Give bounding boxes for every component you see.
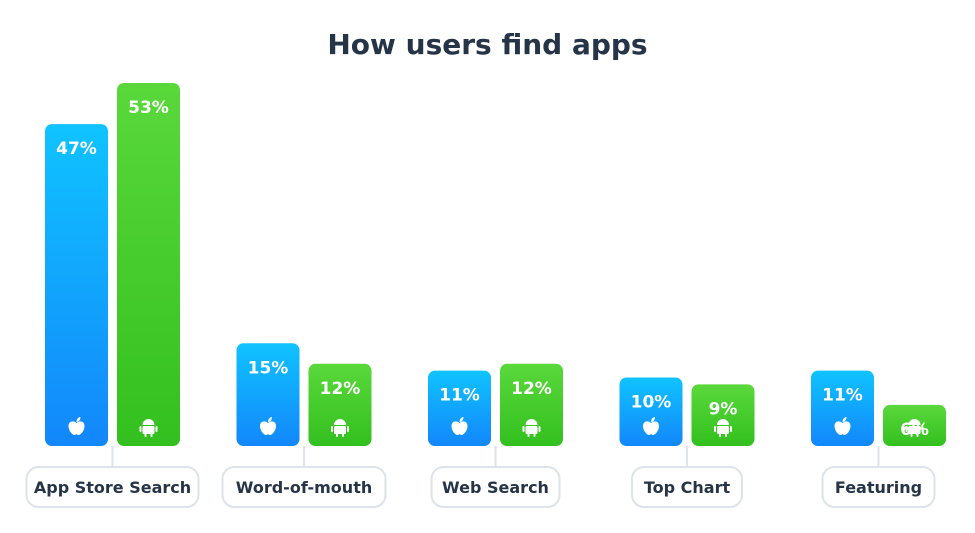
bar — [308, 363, 372, 446]
bars-group: 47%53%15%12%11%12%10%9%11%6% — [45, 83, 946, 447]
category-label: Featuring — [835, 478, 922, 497]
android-icon — [714, 419, 732, 437]
connectors-group — [111, 446, 880, 467]
category-label: App Store Search — [34, 478, 191, 497]
bar — [500, 363, 563, 446]
bar-value-label: 12% — [320, 379, 361, 399]
bar — [236, 343, 300, 446]
category-label: Top Chart — [644, 478, 731, 497]
category-pill — [430, 466, 561, 508]
bar-value-label: 9% — [709, 399, 738, 419]
bar — [45, 124, 108, 447]
bar-value-label: 47% — [56, 139, 97, 159]
bar — [428, 370, 491, 446]
category-pill — [821, 466, 936, 508]
android-icon — [331, 419, 349, 437]
category-pill — [631, 466, 743, 508]
android-icon — [139, 419, 158, 437]
apple-icon — [643, 417, 659, 435]
category-label: Web Search — [442, 478, 549, 497]
category-pill — [25, 466, 200, 508]
bar-value-label: 15% — [248, 358, 289, 378]
android-icon — [905, 419, 924, 437]
bar-value-label: 11% — [822, 386, 863, 406]
category-label: Word-of-mouth — [236, 478, 372, 497]
bar-value-label: 11% — [439, 386, 480, 406]
category-labels-group: App Store Search Word-of-mouth Web Search T… — [25, 466, 936, 508]
apple-icon — [834, 417, 851, 435]
bar — [619, 377, 683, 446]
bar-value-label: 10% — [631, 393, 672, 413]
bar-value-label: 12% — [511, 379, 552, 399]
category-pill — [221, 466, 387, 508]
bar — [691, 384, 755, 446]
apple-icon — [260, 417, 276, 435]
bar-value-label: 53% — [128, 98, 169, 118]
bar — [883, 404, 946, 446]
apple-icon — [68, 417, 85, 435]
android-icon — [522, 419, 541, 437]
bar — [117, 83, 180, 446]
apple-icon — [451, 417, 468, 435]
bar — [811, 370, 874, 446]
chart-title: How users find apps — [327, 28, 648, 61]
